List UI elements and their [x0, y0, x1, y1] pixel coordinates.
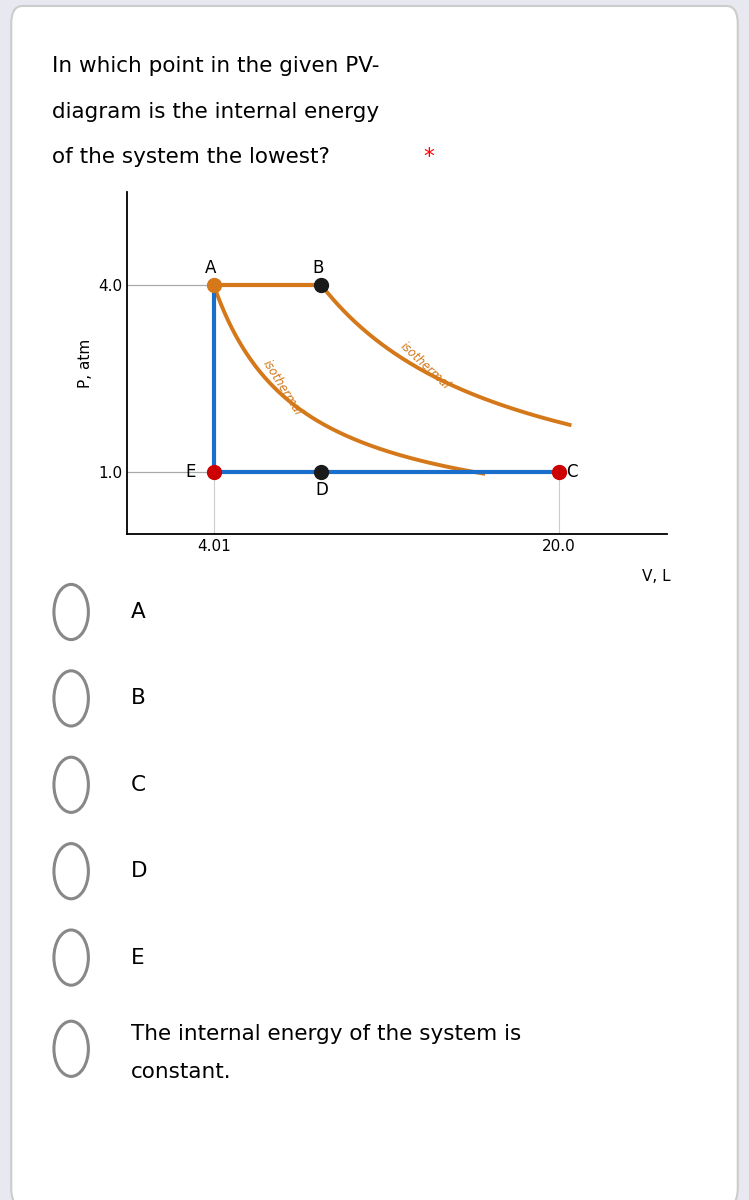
Text: *: *	[423, 148, 434, 167]
Text: C: C	[131, 775, 146, 794]
Text: D: D	[131, 862, 148, 881]
Text: E: E	[185, 463, 195, 481]
Text: B: B	[312, 259, 324, 277]
Text: The internal energy of the system is: The internal energy of the system is	[131, 1025, 521, 1044]
Text: diagram is the internal energy: diagram is the internal energy	[52, 102, 380, 121]
Text: of the system the lowest?: of the system the lowest?	[52, 148, 330, 167]
Y-axis label: P, atm: P, atm	[78, 338, 93, 388]
Text: E: E	[131, 948, 145, 967]
Text: constant.: constant.	[131, 1062, 231, 1081]
Text: A: A	[131, 602, 146, 622]
Text: In which point in the given PV-: In which point in the given PV-	[52, 56, 380, 76]
Text: B: B	[131, 689, 146, 708]
Text: V, L: V, L	[641, 569, 670, 583]
Text: C: C	[566, 463, 577, 481]
Text: A: A	[205, 259, 216, 277]
Text: D: D	[315, 481, 328, 499]
Text: isothermal: isothermal	[261, 358, 305, 418]
Text: isothermal: isothermal	[398, 340, 452, 392]
FancyBboxPatch shape	[11, 6, 738, 1200]
